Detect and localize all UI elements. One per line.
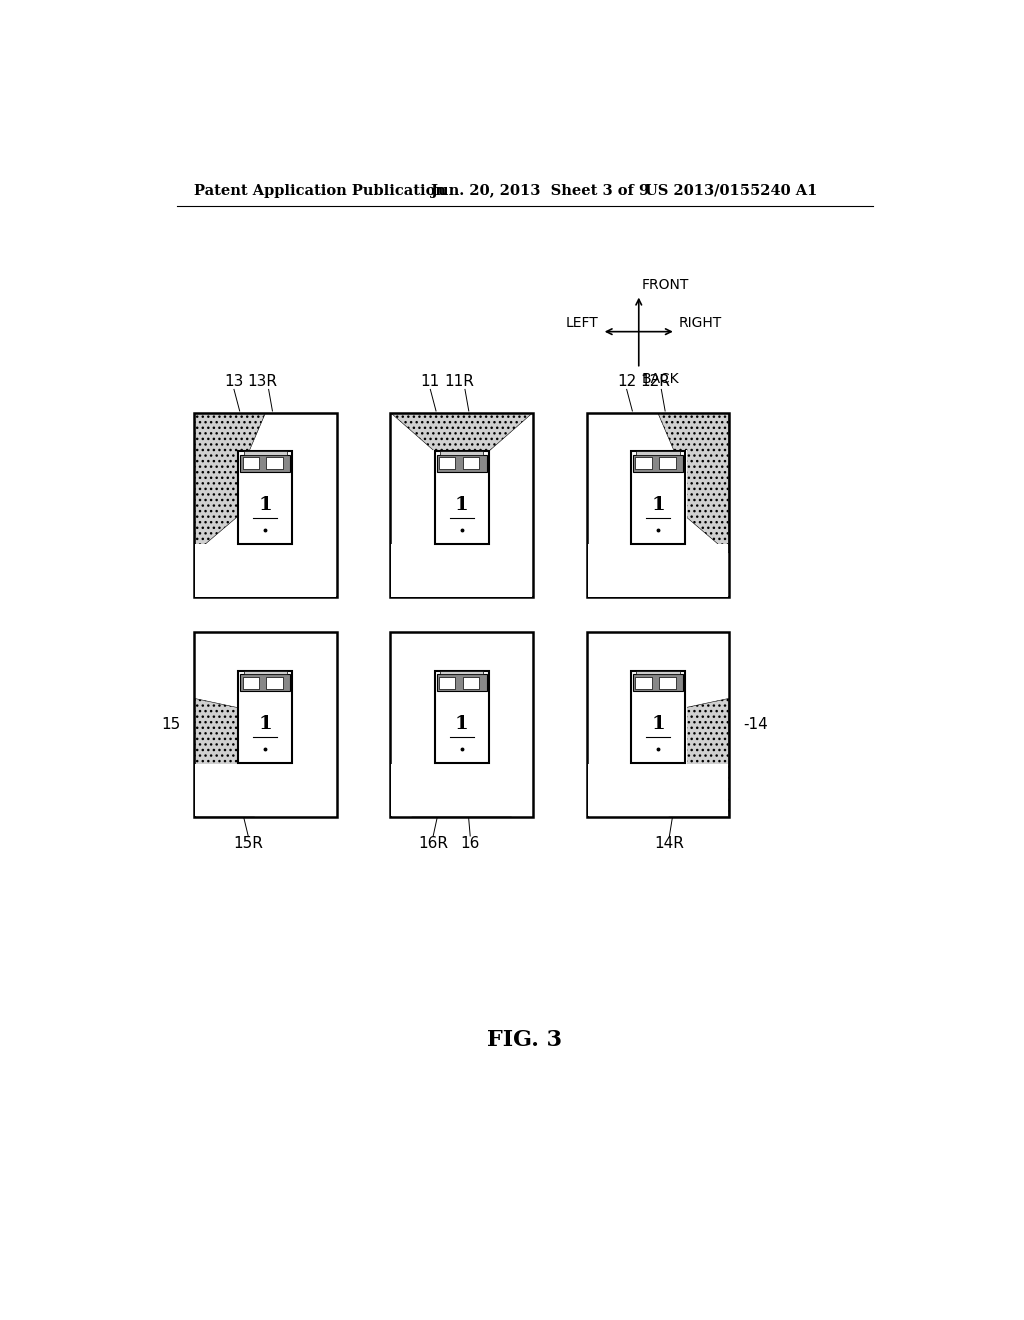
Bar [630, 450, 687, 545]
Polygon shape [391, 413, 532, 451]
Bar [463, 458, 479, 469]
Bar [633, 675, 683, 692]
Bar [630, 669, 687, 764]
Bar [440, 451, 483, 455]
Bar [391, 764, 532, 816]
Text: FRONT: FRONT [642, 277, 689, 292]
Text: BACK: BACK [642, 372, 680, 385]
Bar [631, 451, 685, 544]
Bar [239, 451, 293, 544]
Text: 1: 1 [651, 715, 665, 734]
Text: 11: 11 [421, 375, 440, 389]
Text: RIGHT: RIGHT [679, 315, 722, 330]
Text: 12R: 12R [640, 375, 670, 389]
Text: FIG. 3: FIG. 3 [487, 1030, 562, 1051]
Bar [239, 671, 293, 763]
Bar [659, 677, 676, 689]
Bar [636, 671, 680, 675]
Bar [635, 458, 651, 469]
Text: 1: 1 [651, 496, 665, 513]
Bar [241, 455, 290, 471]
Bar [237, 450, 294, 545]
Bar [659, 458, 676, 469]
Text: 11R: 11R [443, 375, 474, 389]
Bar [266, 458, 283, 469]
Text: 13: 13 [224, 375, 244, 389]
Bar [243, 677, 259, 689]
Text: 15: 15 [161, 717, 180, 731]
Bar [633, 455, 683, 471]
Text: 16R: 16R [418, 836, 449, 851]
Polygon shape [658, 698, 728, 816]
Bar [244, 671, 287, 675]
Bar [195, 764, 336, 816]
Text: 12: 12 [617, 375, 636, 389]
Bar [195, 632, 337, 817]
Text: 13R: 13R [248, 375, 278, 389]
Text: 16: 16 [461, 836, 480, 851]
Bar [434, 451, 488, 544]
Text: 1: 1 [455, 496, 469, 513]
Text: 1: 1 [258, 715, 272, 734]
Bar [439, 677, 456, 689]
Bar [440, 671, 483, 675]
Bar [587, 413, 729, 598]
Polygon shape [195, 413, 265, 553]
Polygon shape [195, 698, 265, 816]
Bar [636, 451, 680, 455]
Bar [390, 632, 532, 817]
Bar [433, 669, 490, 764]
Bar [463, 677, 479, 689]
Bar [433, 450, 490, 545]
Bar [434, 671, 488, 763]
Bar [391, 544, 532, 597]
Text: -14: -14 [743, 717, 768, 731]
Text: 15R: 15R [233, 836, 263, 851]
Bar [241, 675, 290, 692]
Polygon shape [658, 413, 728, 553]
Text: Jun. 20, 2013  Sheet 3 of 9: Jun. 20, 2013 Sheet 3 of 9 [431, 183, 649, 198]
Bar [266, 677, 283, 689]
Bar [635, 677, 651, 689]
Bar [390, 413, 532, 598]
Text: 1: 1 [455, 715, 469, 734]
Bar [237, 669, 294, 764]
Polygon shape [412, 763, 512, 816]
Bar [588, 544, 728, 597]
Bar [588, 764, 728, 816]
Bar [587, 632, 729, 817]
Text: 14R: 14R [654, 836, 684, 851]
Bar [243, 458, 259, 469]
Bar [244, 451, 287, 455]
Text: Patent Application Publication: Patent Application Publication [194, 183, 445, 198]
Text: 1: 1 [258, 496, 272, 513]
Bar [195, 413, 337, 598]
Bar [631, 671, 685, 763]
Bar [439, 458, 456, 469]
Bar [437, 675, 486, 692]
Text: LEFT: LEFT [566, 315, 599, 330]
Bar [437, 455, 486, 471]
Bar [195, 544, 336, 597]
Text: US 2013/0155240 A1: US 2013/0155240 A1 [645, 183, 817, 198]
